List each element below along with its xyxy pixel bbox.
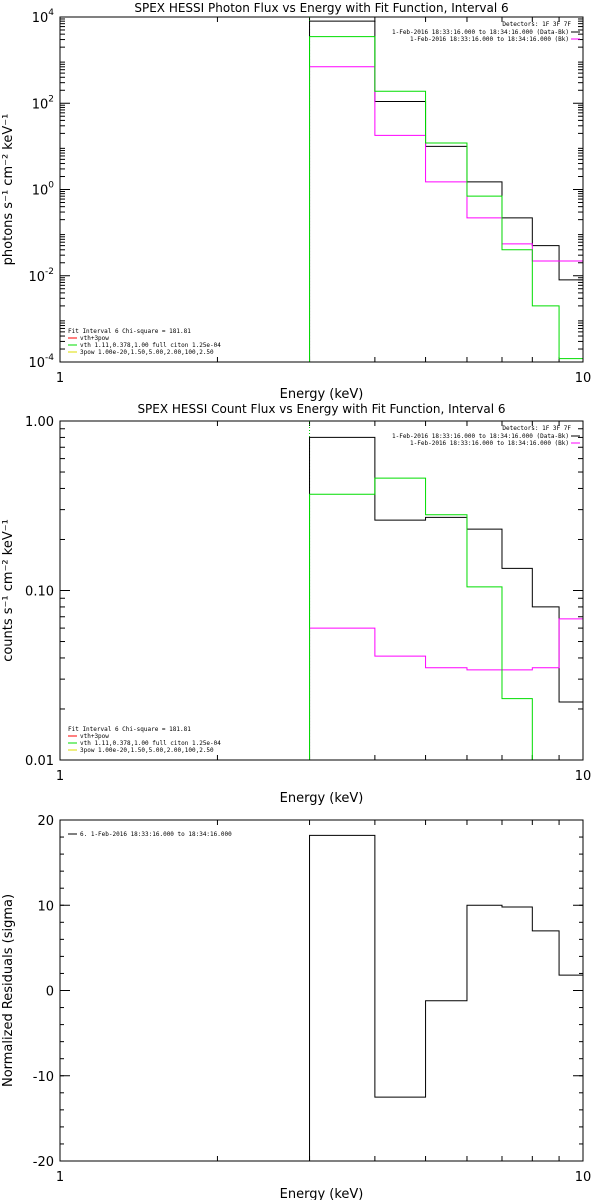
chart-title: SPEX HESSI Count Flux vs Energy with Fit…	[137, 402, 505, 416]
legend-entry: vth+3pow	[80, 335, 109, 342]
plot-frame	[59, 16, 584, 363]
y-tick-label: 10	[37, 899, 54, 914]
legend-entry: 3pow 1.00e-20,1.50,5.00,2.00,100,2.50	[80, 747, 214, 754]
series-line-2	[309, 66, 583, 362]
legend-entry: 1-Feb-2016 18:33:16.000 to 18:34:16.000 …	[410, 440, 569, 447]
legend-header: Detectors: 1F 3F 7F	[502, 21, 571, 28]
y-tick-label: 10-2	[28, 267, 54, 285]
x-tick-label: 10	[575, 769, 592, 784]
y-tick-exponent: 4	[48, 8, 54, 18]
legend-entry: vth 1.11,0.378,1.00 full citon 1.25e-04	[80, 342, 221, 349]
legend-entry: 1-Feb-2016 18:33:16.000 to 18:34:16.000 …	[392, 433, 569, 440]
x-tick-label: 1	[56, 769, 64, 784]
y-tick-base: 10	[28, 356, 45, 371]
y-axis-title: Normalized Residuals (sigma)	[1, 894, 16, 1087]
y-tick-base: 10	[32, 11, 49, 26]
y-tick-base: 10	[32, 97, 49, 112]
y-tick-exponent: 0	[48, 181, 54, 191]
y-tick-exponent: -4	[45, 353, 54, 363]
y-tick-exponent: -2	[45, 267, 54, 277]
y-tick-label: 102	[32, 94, 54, 112]
legend-entry: 3pow 1.00e-20,1.50,5.00,2.00,100,2.50	[80, 349, 214, 356]
series-line-1	[309, 436, 583, 760]
plot-frame	[59, 420, 584, 761]
legend-entry: 1-Feb-2016 18:33:16.000 to 18:34:16.000 …	[392, 29, 569, 36]
x-tick-label: 1	[56, 371, 64, 386]
series-line-2	[309, 618, 583, 760]
series-line-3	[309, 36, 583, 362]
y-tick-label: 0.10	[25, 585, 54, 600]
series-line-3	[309, 477, 583, 761]
plot-frame	[59, 819, 584, 1162]
series-line-1	[309, 834, 583, 1161]
chart-panel-2: SPEX HESSI Count Flux vs Energy with Fit…	[1, 402, 591, 806]
y-tick-base: 10	[28, 270, 45, 285]
legend-entry: 6. 1-Feb-2016 18:33:16.000 to 18:34:16.0…	[80, 831, 232, 838]
chart-title: SPEX HESSI Photon Flux vs Energy with Fi…	[134, 1, 508, 15]
y-tick-exponent: 2	[48, 94, 54, 104]
x-axis-title: Energy (keV)	[280, 791, 364, 806]
series-line-1	[309, 20, 583, 362]
y-tick-label: 0	[46, 985, 54, 1000]
y-tick-label: 20	[37, 814, 54, 829]
y-tick-label: 10-4	[28, 353, 54, 371]
y-tick-label: -10	[33, 1070, 54, 1085]
y-tick-label: -20	[33, 1155, 54, 1170]
y-tick-label: 104	[32, 8, 55, 26]
fit-legend-header: Fit Interval 6 Chi-square = 181.81	[68, 328, 191, 335]
y-tick-label: 0.01	[25, 754, 54, 769]
legend-header: Detectors: 1F 3F 7F	[502, 425, 571, 432]
y-tick-label: 100	[32, 181, 55, 199]
x-tick-label: 10	[575, 371, 592, 386]
x-tick-label: 1	[56, 1170, 64, 1185]
legend-entry: vth 1.11,0.378,1.00 full citon 1.25e-04	[80, 740, 221, 747]
chart-panel-1: SPEX HESSI Photon Flux vs Energy with Fi…	[1, 1, 591, 402]
x-axis-title: Energy (keV)	[280, 387, 364, 402]
y-tick-label: 1.00	[25, 415, 54, 430]
y-axis-title: photons s⁻¹ cm⁻² keV⁻¹	[1, 114, 16, 266]
legend-entry: 1-Feb-2016 18:33:16.000 to 18:34:16.000 …	[410, 36, 569, 43]
legend-entry: vth+3pow	[80, 733, 109, 740]
x-tick-label: 10	[575, 1170, 592, 1185]
fit-legend-header: Fit Interval 6 Chi-square = 181.81	[68, 726, 191, 733]
chart-panel-3: 1 10 -20 -10 0 10 20 Energy (keV) Normalized Res…	[1, 814, 591, 1200]
y-axis-title: counts s⁻¹ cm⁻² keV⁻¹	[1, 519, 16, 662]
x-axis-title: Energy (keV)	[280, 1187, 364, 1200]
y-tick-base: 10	[32, 184, 49, 199]
